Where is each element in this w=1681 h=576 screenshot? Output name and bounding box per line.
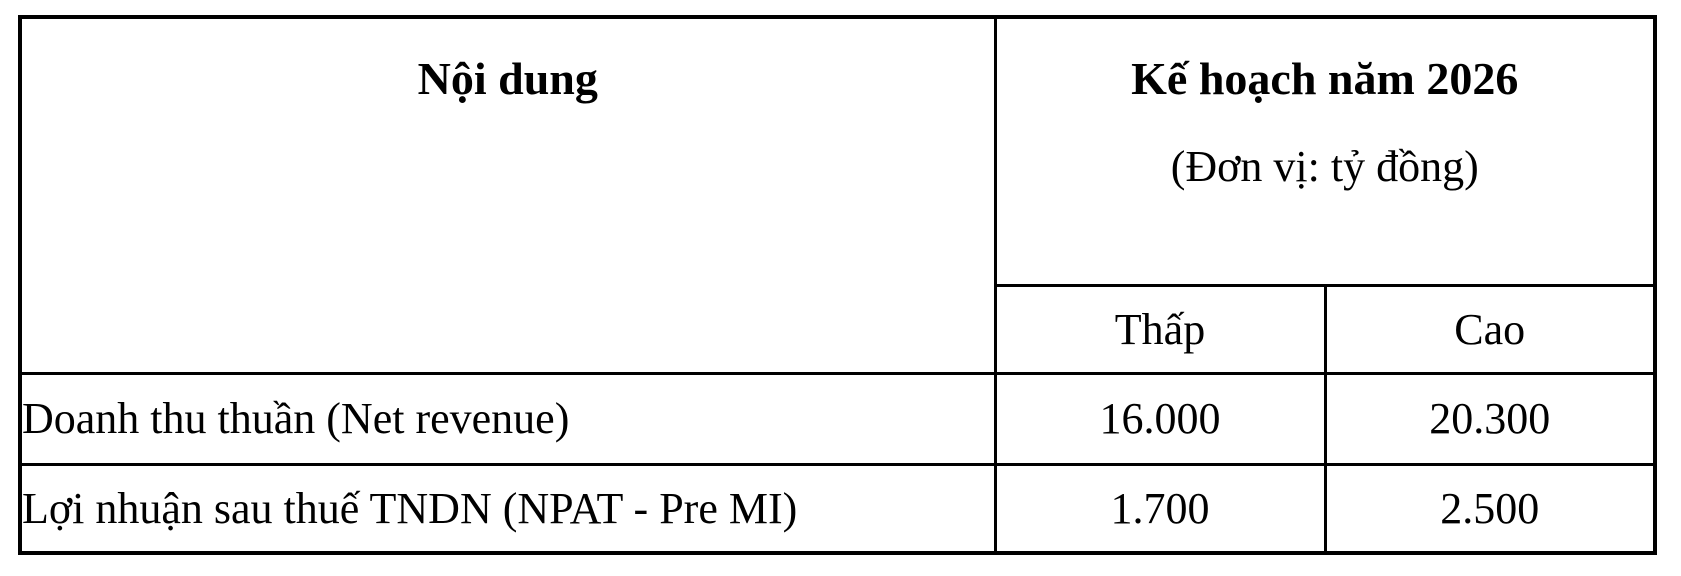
header-plan-cell: Kế hoạch năm 2026 (Đơn vị: tỷ đồng) [993, 15, 1657, 287]
row-label: Lợi nhuận sau thuế TNDN (NPAT - Pre MI) [18, 462, 997, 555]
table-row: Doanh thu thuần (Net revenue) 16.000 20.… [18, 371, 1657, 466]
row-value-high: 20.300 [1323, 371, 1657, 466]
header-content-label: Nội dung [417, 53, 598, 104]
row-value-high: 2.500 [1323, 462, 1657, 555]
plan-table-container: Nội dung Kế hoạch năm 2026 (Đơn vị: tỷ đ… [18, 15, 1657, 555]
header-plan-unit: (Đơn vị: tỷ đồng) [1170, 142, 1479, 191]
plan-table: Nội dung Kế hoạch năm 2026 (Đơn vị: tỷ đ… [18, 15, 1657, 555]
row-label: Doanh thu thuần (Net revenue) [18, 371, 997, 466]
row-value-low: 16.000 [993, 371, 1327, 466]
subheader-row: Thấp Cao [20, 283, 1657, 375]
table-row: Lợi nhuận sau thuế TNDN (NPAT - Pre MI) … [18, 462, 1657, 555]
row-value-low: 1.700 [993, 462, 1327, 555]
header-content-cell: Nội dung [18, 15, 997, 375]
header-row: Nội dung Kế hoạch năm 2026 (Đơn vị: tỷ đ… [18, 15, 1657, 375]
subheader-low-cell: Thấp [993, 283, 1327, 375]
subheader-high-cell: Cao [1323, 283, 1657, 375]
header-plan-title: Kế hoạch năm 2026 [1131, 53, 1519, 104]
